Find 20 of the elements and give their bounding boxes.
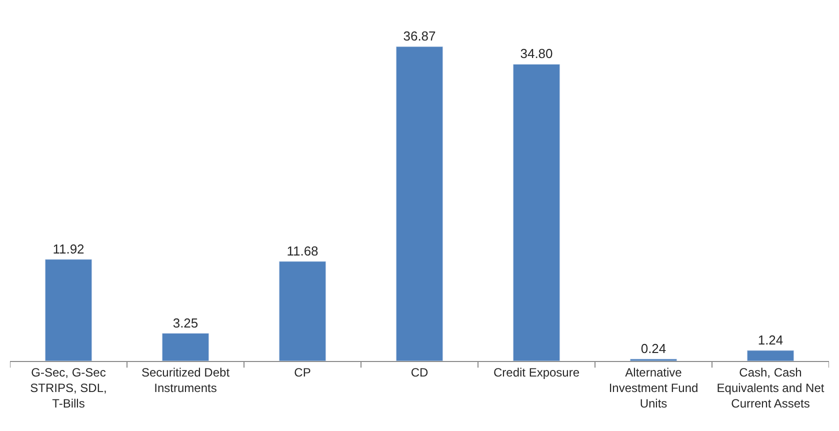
data-label: 36.87: [403, 28, 436, 44]
bar: [162, 333, 210, 361]
bar: [278, 261, 326, 361]
bar: [44, 259, 92, 361]
data-label: 1.24: [758, 332, 784, 348]
bar: [746, 350, 794, 361]
data-label: 0.24: [640, 340, 666, 356]
bar: [396, 46, 444, 361]
x-tick-label: CP: [294, 365, 311, 380]
x-tick-label: CD: [410, 365, 428, 380]
x-tick-label: Credit Exposure: [493, 365, 580, 380]
x-tick-label: Alternative Investment Fund Units: [608, 365, 698, 411]
data-label: 34.80: [520, 46, 553, 62]
data-label: 11.68: [286, 243, 318, 258]
x-tick-label: Securitized Debt Instruments: [141, 365, 230, 395]
bar: [512, 64, 560, 361]
data-label: 3.25: [172, 315, 198, 330]
x-tick-label: G-Sec, G-Sec STRIPS, SDL, T-Bills: [30, 365, 107, 411]
data-label: 11.92: [52, 241, 84, 256]
x-tick-label: Cash, Cash Equivalents and Net Current Assets: [716, 365, 825, 411]
